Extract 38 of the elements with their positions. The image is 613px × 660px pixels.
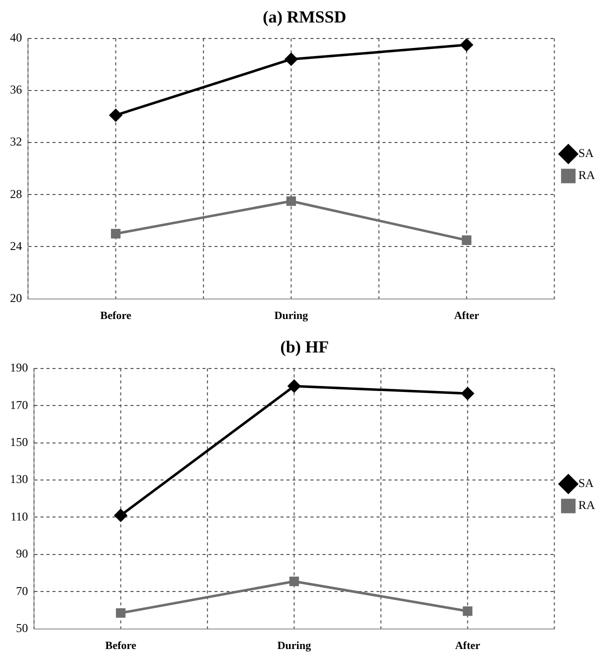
- y-tick-label: 170: [10, 398, 28, 412]
- y-tick-label: 32: [10, 134, 22, 149]
- y-tick-label: 20: [10, 290, 22, 305]
- x-tick-label: Before: [105, 640, 136, 652]
- legend-label: RA: [578, 498, 596, 512]
- y-tick-label: 110: [10, 509, 28, 524]
- x-tick-label: During: [274, 310, 308, 322]
- point: [461, 387, 474, 400]
- x-tick-label: During: [277, 640, 312, 652]
- point: [288, 380, 300, 392]
- y-tick-label: 70: [16, 584, 28, 598]
- y-tick-label: 50: [16, 620, 28, 635]
- y-tick-label: 90: [16, 546, 28, 561]
- point: [286, 196, 296, 206]
- point: [116, 608, 126, 618]
- x-tick-label: After: [455, 640, 480, 652]
- point: [114, 509, 127, 522]
- point: [462, 235, 472, 245]
- y-tick-label: 40: [10, 30, 22, 45]
- y-tick-label: 36: [10, 82, 22, 97]
- x-tick-label: After: [454, 310, 480, 322]
- point: [284, 52, 298, 66]
- legend-label: SA: [578, 476, 594, 490]
- chart-title: (a) RMSSD: [262, 8, 346, 27]
- legend-label: SA: [578, 146, 594, 160]
- point: [460, 38, 473, 52]
- y-tick-label: 130: [10, 472, 28, 486]
- point: [289, 576, 299, 586]
- legend-label: RA: [578, 168, 596, 182]
- point: [462, 606, 472, 616]
- y-tick-label: 190: [10, 360, 28, 375]
- y-tick-label: 28: [10, 186, 22, 201]
- point: [110, 228, 121, 238]
- chart-title: (b) HF: [280, 338, 329, 357]
- x-tick-label: Before: [100, 310, 132, 322]
- y-tick-label: 150: [10, 434, 28, 449]
- y-tick-label: 24: [10, 238, 22, 253]
- point: [109, 108, 122, 122]
